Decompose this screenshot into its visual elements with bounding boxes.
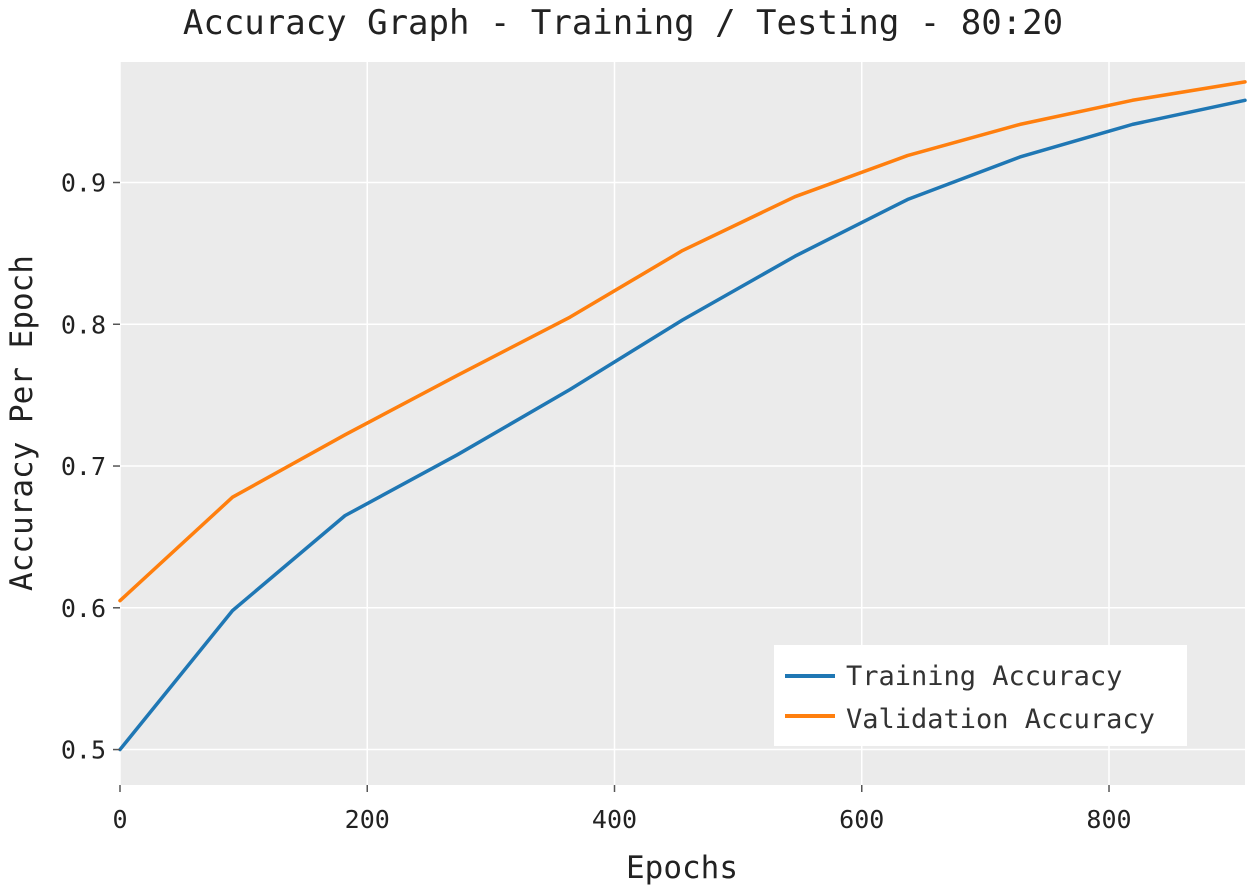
legend-label-training-accuracy: Training Accuracy xyxy=(846,661,1122,692)
chart-title: Accuracy Graph - Training / Testing - 80… xyxy=(183,3,1063,43)
x-tick-label: 200 xyxy=(345,805,390,834)
x-tick-label: 400 xyxy=(592,805,637,834)
x-tick-label: 0 xyxy=(112,805,127,834)
x-axis-label: Epochs xyxy=(626,850,738,886)
y-tick-label: 0.6 xyxy=(61,594,106,623)
x-tick-label: 600 xyxy=(839,805,884,834)
series-layer xyxy=(118,80,1247,752)
y-axis-label: Accuracy Per Epoch xyxy=(4,255,40,591)
y-tick-label: 0.8 xyxy=(61,310,106,339)
series-line-validation-accuracy xyxy=(118,80,1247,603)
tick-layer: 0 200 400 600 800 0.5 0.6 0.7 0.8 0.9 xyxy=(61,169,1132,835)
legend-box xyxy=(774,645,1187,746)
legend-label-validation-accuracy: Validation Accuracy xyxy=(846,704,1155,735)
series-line-training-accuracy xyxy=(118,98,1247,752)
y-tick-label: 0.7 xyxy=(61,452,106,481)
y-tick-label: 0.9 xyxy=(61,169,106,198)
x-tick-label: 800 xyxy=(1086,805,1131,834)
y-tick-label: 0.5 xyxy=(61,736,106,765)
legend: Training Accuracy Validation Accuracy xyxy=(774,645,1187,746)
